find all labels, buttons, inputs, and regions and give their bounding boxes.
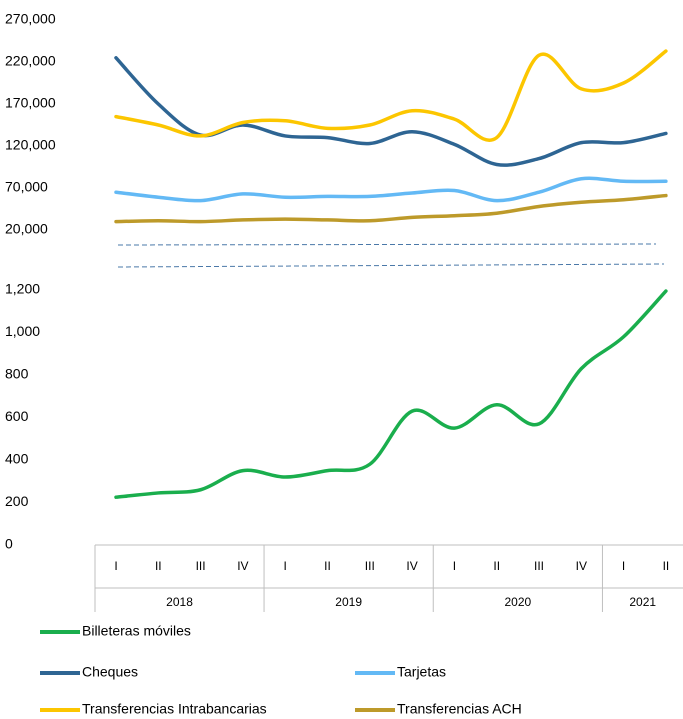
y-tick-label: 1,200 [5, 281, 40, 297]
x-tick-label: I [284, 559, 287, 573]
series-line [114, 176, 668, 203]
x-tick-label: I [453, 559, 456, 573]
series-line [114, 49, 668, 142]
y-tick-label: 1,000 [5, 323, 40, 339]
x-tick-label: II [155, 559, 162, 573]
axis-break [117, 243, 657, 246]
group-label: 2020 [504, 595, 531, 609]
y-tick-label: 600 [5, 408, 29, 424]
x-tick-label: IV [237, 559, 248, 573]
x-tick-label: IV [406, 559, 417, 573]
y-tick-label: 20,000 [5, 221, 48, 237]
x-tick-label: II [663, 559, 670, 573]
legend-label: Cheques [82, 664, 138, 680]
legend-label: Billeteras móviles [82, 623, 191, 639]
axis-break [117, 263, 665, 268]
x-tick-label: II [324, 559, 331, 573]
x-tick-label: III [365, 559, 375, 573]
x-tick-label: III [534, 559, 544, 573]
y-tick-label: 800 [5, 366, 29, 382]
y-tick-label: 220,000 [5, 53, 56, 69]
x-tick-label: III [196, 559, 206, 573]
series-line [114, 193, 668, 224]
group-label: 2021 [629, 595, 656, 609]
y-tick-label: 120,000 [5, 137, 56, 153]
series-line [114, 56, 668, 167]
y-tick-label: 0 [5, 536, 13, 552]
y-tick-label: 70,000 [5, 179, 48, 195]
group-label: 2018 [166, 595, 193, 609]
group-label: 2019 [335, 595, 362, 609]
x-tick-label: II [493, 559, 500, 573]
series-line [114, 289, 668, 499]
x-tick-label: I [622, 559, 625, 573]
y-tick-label: 200 [5, 493, 29, 509]
y-tick-label: 170,000 [5, 95, 56, 111]
x-tick-label: I [114, 559, 117, 573]
legend-label: Transferencias ACH [397, 701, 522, 717]
legend-label: Tarjetas [397, 664, 446, 680]
x-tick-label: IV [576, 559, 587, 573]
legend-label: Transferencias Intrabancarias [82, 701, 267, 717]
y-tick-label: 400 [5, 451, 29, 467]
y-tick-label: 270,000 [5, 11, 56, 27]
